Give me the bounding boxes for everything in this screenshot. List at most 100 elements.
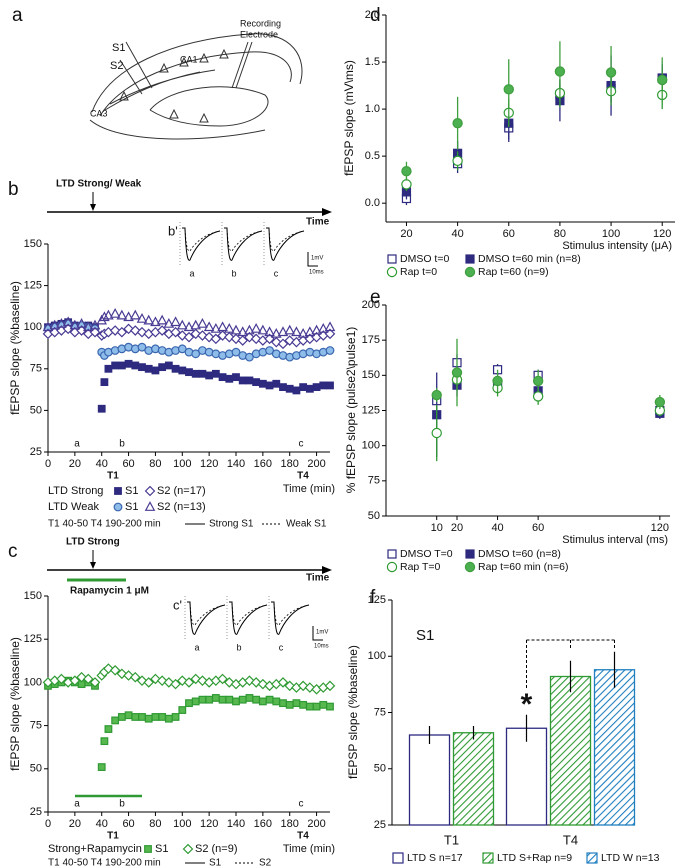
fibers — [104, 69, 216, 111]
y-tick-label: 100 — [368, 650, 386, 662]
data-point — [210, 333, 222, 345]
data-point — [190, 328, 202, 340]
inset-trace-label: b — [231, 268, 236, 278]
data-point — [203, 331, 215, 343]
x-tick-label: 60 — [532, 522, 544, 534]
data-point — [158, 713, 167, 721]
data-point — [257, 324, 269, 335]
data-point — [270, 327, 282, 338]
data-point — [198, 369, 207, 378]
data-point — [284, 324, 296, 335]
data-point — [150, 316, 161, 327]
data-point — [304, 682, 316, 693]
neuron — [219, 48, 229, 59]
data-point — [431, 427, 442, 439]
x-axis-label: Stimulus intensity (μA) — [562, 240, 672, 252]
y-tick-label: 150 — [362, 369, 380, 381]
inset-trace-dashed — [224, 227, 263, 252]
data-point — [245, 694, 254, 702]
data-point — [238, 695, 247, 704]
scale-label: 1mV — [316, 630, 328, 636]
data-point — [138, 713, 146, 721]
y-tick-label: 125 — [24, 633, 42, 645]
data-point — [116, 309, 128, 320]
neuron — [199, 112, 209, 123]
x-tick-label: 100 — [602, 228, 620, 240]
time-point-label: T1 — [107, 471, 119, 482]
data-point — [97, 763, 106, 771]
x-tick-label: 160 — [254, 458, 272, 470]
data-point — [56, 673, 67, 685]
data-point — [312, 383, 321, 392]
data-point — [245, 352, 254, 362]
data-point — [291, 326, 302, 337]
data-point — [292, 699, 301, 708]
data-point — [191, 349, 201, 359]
footnote-label: S2 — [259, 858, 272, 868]
x-tick-label: 180 — [281, 458, 299, 470]
data-point — [237, 335, 249, 346]
data-point — [49, 319, 61, 330]
legend-marker — [464, 266, 476, 278]
data-point — [657, 74, 668, 86]
data-point — [170, 316, 181, 327]
data-point — [452, 118, 463, 129]
data-point — [171, 364, 180, 373]
data-point — [252, 378, 261, 387]
label-ca1: CA1 — [180, 54, 198, 64]
data-point — [258, 697, 267, 706]
data-point — [176, 319, 188, 330]
data-point — [42, 321, 54, 332]
data-point — [170, 326, 181, 338]
y-tick-label: 50 — [374, 763, 386, 775]
data-point — [158, 363, 167, 372]
x-tick-label: 160 — [254, 818, 272, 830]
neuron — [199, 52, 209, 63]
data-point — [237, 326, 249, 337]
data-point — [191, 369, 200, 378]
data-point — [123, 311, 134, 322]
chart-title: S1 — [416, 627, 434, 644]
timeline-axis-label: Time — [306, 573, 330, 584]
data-point — [217, 321, 228, 332]
legend-marker — [144, 501, 156, 511]
data-point — [136, 326, 148, 338]
data-point — [503, 84, 514, 95]
recording-electrode — [231, 41, 249, 89]
data-point — [297, 327, 309, 338]
data-point — [129, 309, 141, 320]
panel-label: b — [8, 179, 19, 200]
legend-label: DMSO t=60 min (n=8) — [478, 253, 581, 265]
x-tick-label: 20 — [69, 458, 81, 470]
data-point — [285, 700, 294, 709]
legend-marker — [465, 549, 475, 559]
data-point — [138, 363, 146, 372]
label-recording: Recording — [240, 18, 281, 28]
data-point — [131, 361, 140, 370]
panel-label: f — [370, 587, 376, 608]
scale-bar — [307, 252, 318, 267]
scale-label: 10ms — [309, 270, 324, 276]
data-point — [178, 366, 187, 375]
x-tick-label: 40 — [96, 818, 108, 830]
data-point — [654, 396, 666, 408]
inset-trace-dashed — [182, 227, 221, 252]
y-tick-label: 75 — [374, 706, 386, 718]
x-tick-label: 200 — [307, 818, 325, 830]
legend-label: LTD S n=17 — [407, 852, 463, 864]
legend-label: S1 — [125, 485, 138, 497]
data-point — [116, 668, 128, 680]
data-point — [277, 326, 289, 337]
y-tick-label: 1.5 — [365, 56, 380, 68]
inset-trace — [266, 227, 305, 261]
x-tick-label: 80 — [149, 458, 161, 470]
data-point — [96, 314, 108, 325]
data-point — [176, 675, 188, 686]
data-point — [82, 321, 94, 332]
data-point — [124, 711, 133, 720]
x-tick-label: 20 — [69, 818, 81, 830]
scale-label: 10ms — [314, 644, 329, 650]
time-point-label: T1 — [107, 831, 119, 842]
y-tick-label: 50 — [368, 510, 380, 522]
data-point — [143, 314, 155, 325]
